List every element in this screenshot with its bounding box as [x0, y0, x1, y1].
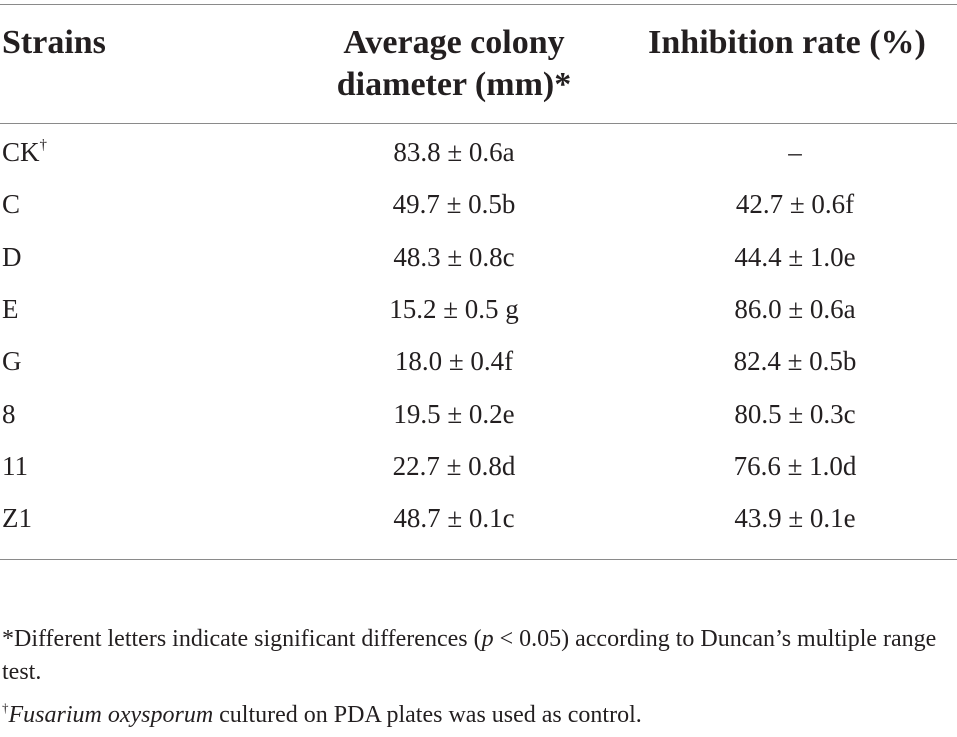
- table-row: C 49.7 ± 0.5b 42.7 ± 0.6f: [0, 178, 957, 230]
- cell-inhibition: 42.7 ± 0.6f: [735, 189, 855, 220]
- table-top-rule: [0, 4, 957, 5]
- cell-diameter: 18.0 ± 0.4f: [394, 346, 514, 377]
- cell-inhibition: 44.4 ± 1.0e: [734, 241, 856, 272]
- cell-diameter: 48.3 ± 0.8c: [393, 241, 515, 272]
- cell-strain: Z1: [2, 503, 32, 534]
- table-row: 11 22.7 ± 0.8d 76.6 ± 1.0d: [0, 440, 957, 492]
- cell-strain: E: [2, 293, 19, 324]
- table-row: E 15.2 ± 0.5 g 86.0 ± 0.6a: [0, 283, 957, 335]
- cell-strain: D: [2, 241, 22, 272]
- cell-inhibition: 86.0 ± 0.6a: [734, 293, 856, 324]
- header-rule: [0, 123, 957, 124]
- cell-inhibition: –: [788, 137, 802, 167]
- cell-diameter: 15.2 ± 0.5 g: [389, 293, 519, 324]
- header-average-colony-diameter: Average colony diameter (mm)*: [300, 22, 608, 106]
- cell-inhibition: 80.5 ± 0.3c: [734, 398, 856, 429]
- cell-strain: 11: [2, 450, 28, 481]
- footnote-control: †Fusarium oxysporum cultured on PDA plat…: [2, 700, 642, 728]
- header-strains: Strains: [2, 24, 106, 61]
- table-row: Z1 48.7 ± 0.1c 43.9 ± 0.1e: [0, 492, 957, 544]
- cell-diameter: 22.7 ± 0.8d: [392, 450, 516, 481]
- table-row: D 48.3 ± 0.8c 44.4 ± 1.0e: [0, 231, 957, 283]
- cell-diameter: 83.8 ± 0.6a: [393, 137, 515, 167]
- footnote-p-symbol: p: [481, 626, 494, 652]
- header-avg-line2: diameter (mm)*: [336, 66, 572, 103]
- cell-diameter: 19.5 ± 0.2e: [393, 398, 515, 429]
- table-row: 8 19.5 ± 0.2e 80.5 ± 0.3c: [0, 388, 957, 440]
- table-row: CK† 83.8 ± 0.6a –: [0, 126, 957, 178]
- dagger-mark: †: [39, 137, 48, 153]
- cell-strain: G: [2, 346, 22, 377]
- header-avg-line1: Average colony: [343, 24, 565, 61]
- cell-diameter: 49.7 ± 0.5b: [392, 189, 516, 220]
- header-inhibition-rate: Inhibition rate (%): [648, 24, 926, 61]
- footnote-dagger: †: [2, 700, 9, 715]
- table-bottom-rule: [0, 559, 957, 560]
- footnote-species: Fusarium oxysporum: [8, 702, 214, 728]
- cell-strain: CK†: [2, 137, 48, 167]
- footnote-asterisk: *: [2, 626, 14, 652]
- cell-inhibition: 76.6 ± 1.0d: [733, 450, 857, 481]
- cell-strain: 8: [2, 398, 16, 429]
- cell-inhibition: 82.4 ± 0.5b: [733, 346, 857, 377]
- cell-strain: C: [2, 189, 21, 220]
- table-row: G 18.0 ± 0.4f 82.4 ± 0.5b: [0, 335, 957, 387]
- cell-inhibition: 43.9 ± 0.1e: [734, 503, 856, 534]
- cell-diameter: 48.7 ± 0.1c: [393, 503, 515, 534]
- footnote-significance: *Different letters indicate significant …: [2, 626, 937, 685]
